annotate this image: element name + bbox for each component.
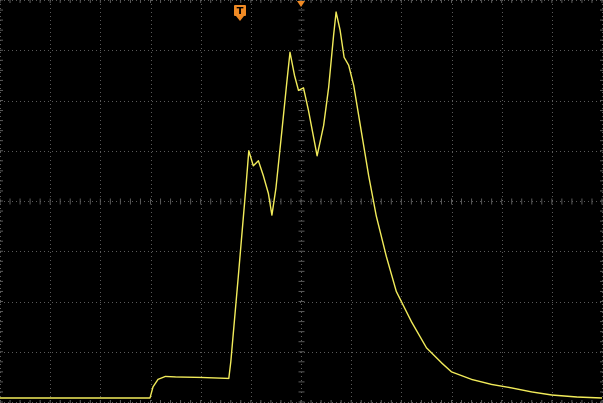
marker-group: T [234, 1, 305, 21]
waveform-trace-group [0, 11, 603, 399]
trigger-label: T [237, 6, 244, 17]
waveform-trace [0, 11, 603, 399]
trigger-position-icon[interactable] [297, 1, 305, 7]
trigger-marker-icon[interactable]: T [234, 5, 246, 21]
